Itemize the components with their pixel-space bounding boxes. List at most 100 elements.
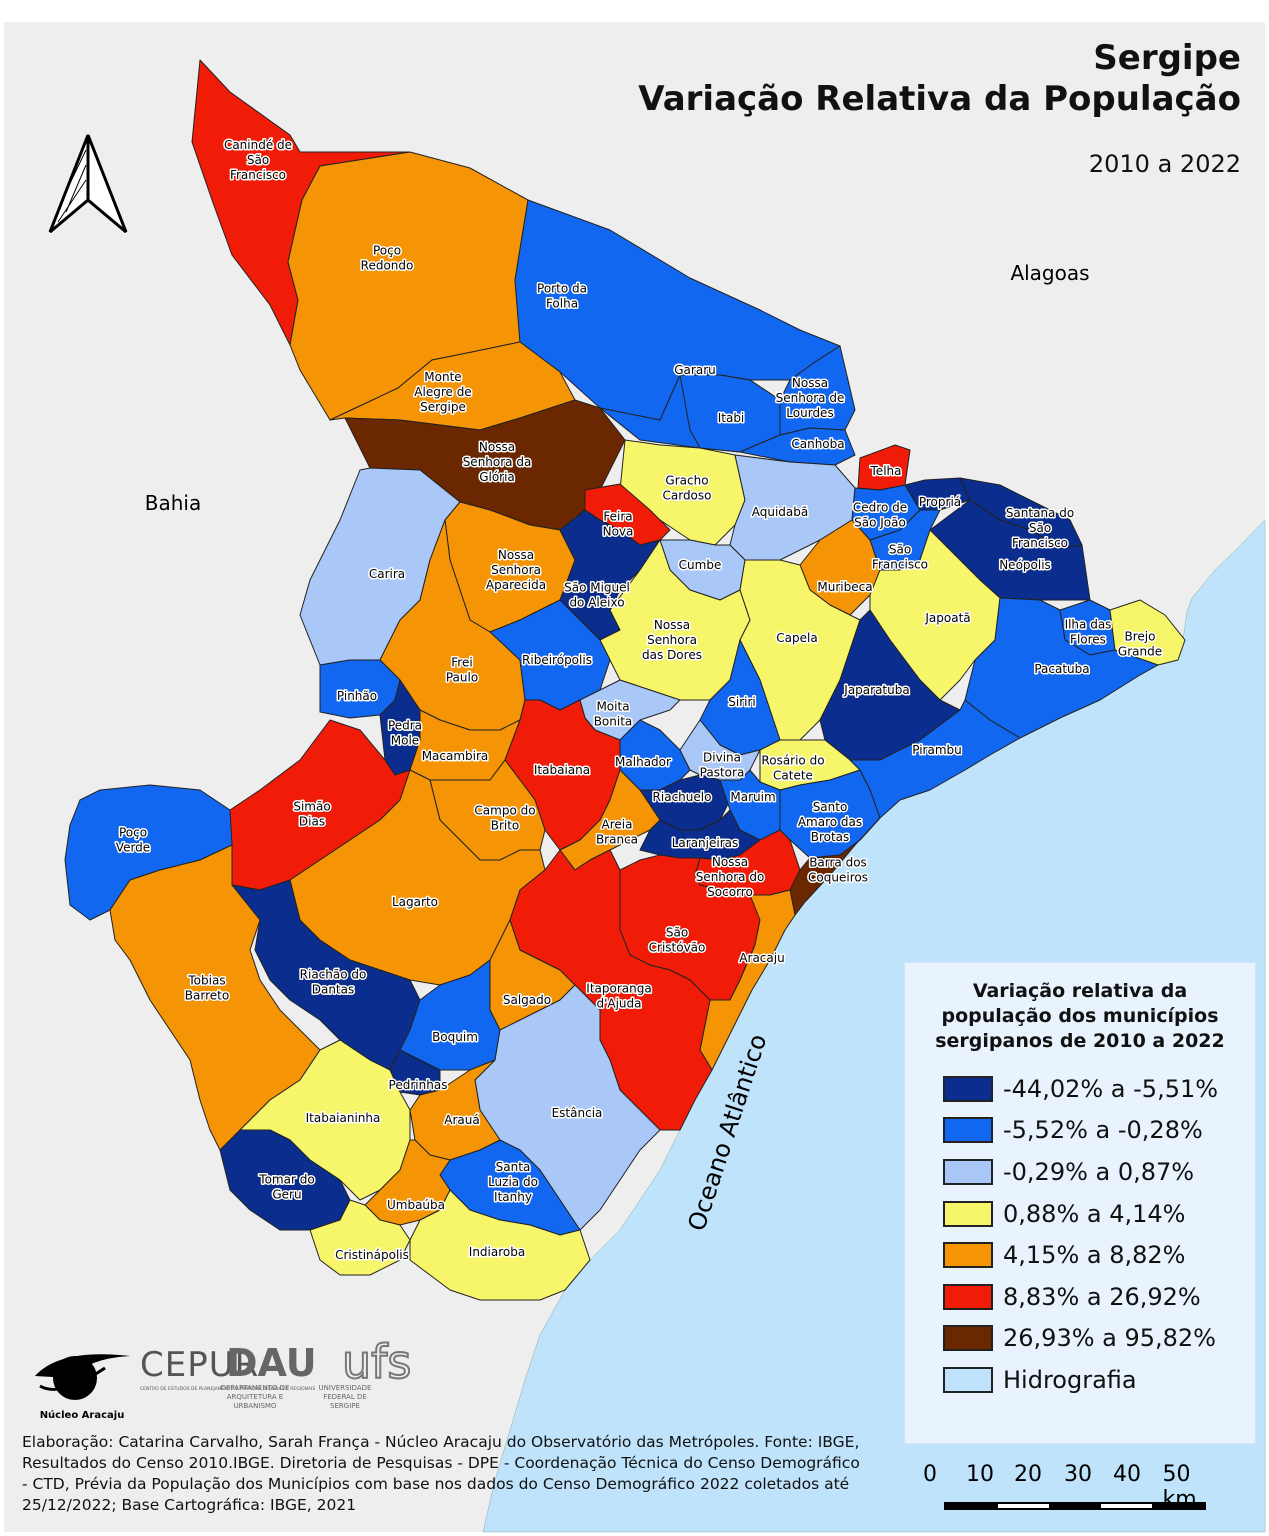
legend-label: Hidrografia: [1003, 1365, 1137, 1394]
municipality-label: Nossa Senhora de Lourdes: [776, 376, 845, 420]
legend-item: 4,15% a 8,82%: [905, 1234, 1255, 1276]
municipality-label: Poço Verde: [116, 826, 150, 855]
municipality-label: Pinhão: [337, 689, 377, 703]
municipality-label: Itabaiana: [534, 763, 590, 777]
municipality-label: Indiaroba: [469, 1245, 525, 1259]
municipality-label: Gracho Cardoso: [662, 474, 711, 503]
municipality-label: Barra dos Coqueiros: [808, 856, 868, 885]
municipality-label: Santa Luzia do Itanhy: [488, 1160, 538, 1204]
scale-label: 40: [1113, 1462, 1141, 1487]
municipality-label: Carira: [369, 567, 405, 581]
municipality-shape: [509, 849, 713, 1131]
municipality-label: Riachão do Dantas: [300, 968, 367, 997]
municipality-label: Canindé de São Francisco: [224, 138, 292, 182]
municipality-layer: [64, 59, 1186, 1301]
municipality-label: Nossa Senhora do Socorro: [696, 855, 765, 899]
municipality-label: Riachuelo: [653, 790, 712, 804]
municipality-label: Tobias Barreto: [185, 974, 229, 1003]
municipality-label: Boquim: [432, 1030, 478, 1044]
municipality-label: Tomar do Geru: [258, 1173, 314, 1202]
municipality-label: Monte Alegre de Sergipe: [414, 370, 471, 414]
municipality-label: Brejo Grande: [1118, 630, 1162, 659]
legend-item: 8,83% a 26,92%: [905, 1276, 1255, 1318]
municipality-label: Japaratuba: [843, 683, 909, 697]
municipality-label: Maruim: [730, 790, 775, 804]
credits-text: Elaboração: Catarina Carvalho, Sarah Fra…: [22, 1433, 860, 1514]
legend-swatch: [943, 1158, 993, 1185]
logo-strip: Núcleo Aracaju CEPUR CENTRO DE ESTUDOS D…: [35, 1334, 412, 1421]
municipality-label: Cristinápolis: [335, 1248, 409, 1262]
municipality-label: Arauá: [444, 1113, 479, 1127]
legend-label: -0,29% a 0,87%: [1003, 1157, 1195, 1186]
ufs-subtitle-line: UNIVERSIDADE: [319, 1384, 372, 1392]
legend-label: 0,88% a 4,14%: [1003, 1199, 1186, 1228]
municipality-shape: [739, 427, 856, 466]
municipality-label: Umbaúba: [387, 1198, 445, 1212]
municipality-shape: [389, 1049, 441, 1096]
legend-items: -44,02% a -5,51% -5,52% a -0,28% -0,29% a …: [905, 1068, 1255, 1401]
legend-label: -5,52% a -0,28%: [1003, 1116, 1203, 1145]
region-label-alagoas: Alagoas: [1010, 261, 1089, 285]
dau-subtitle-line: URBANISMO: [234, 1402, 277, 1410]
legend-item: 0,88% a 4,14%: [905, 1193, 1255, 1235]
legend-item: 26,93% a 95,82%: [905, 1318, 1255, 1360]
scale-labels: 0 10 20 30 40 50 km: [915, 1462, 1245, 1512]
municipality-label: Malhador: [615, 755, 671, 769]
legend-title-line: sergipanos de 2010 a 2022: [935, 1030, 1225, 1052]
municipality-label: Canhoba: [791, 437, 844, 451]
municipality-label: Divina Pastora: [700, 751, 745, 780]
municipality-label: Telha: [870, 464, 902, 478]
municipality-label: Gararu: [674, 363, 715, 377]
ufs-subtitle-line: SERGIPE: [330, 1402, 360, 1410]
legend-label: -44,02% a -5,51%: [1003, 1074, 1219, 1103]
municipality-label: Porto da Folha: [537, 282, 587, 311]
legend-title-line: Variação relativa da: [972, 980, 1188, 1002]
municipality-label: Japoatã: [924, 611, 970, 625]
municipality-label: Itabi: [718, 411, 745, 425]
legend-label: 8,83% a 26,92%: [1003, 1282, 1201, 1311]
municipality-label: Aquidabã: [752, 505, 809, 519]
municipality-label: Poço Redondo: [361, 244, 414, 273]
legend-swatch: [943, 1200, 993, 1227]
municipality-label: Lagarto: [392, 895, 438, 909]
municipality-label: Nossa Senhora das Dores: [642, 618, 702, 662]
municipality-label: Cumbe: [679, 558, 722, 572]
scale-label: 10: [966, 1462, 994, 1487]
logos: Núcleo Aracaju CEPUR CENTRO DE ESTUDOS D…: [30, 1334, 430, 1428]
municipality-label: São Cristóvão: [649, 926, 706, 955]
municipality-shape: [699, 889, 796, 1071]
map-title: Sergipe Variação Relativa da População: [638, 38, 1241, 120]
scale-bar-graphic: [944, 1502, 1206, 1510]
dau-subtitle-line: DEPARTAMENTO DE: [221, 1384, 290, 1392]
municipality-label: Rosário do Catete: [761, 754, 824, 783]
legend-swatch: [943, 1117, 993, 1144]
legend-item: -5,52% a -0,28%: [905, 1110, 1255, 1152]
municipality-label-layer: Canindé de São Francisco Poço Redondo Porto d…: [114, 137, 1163, 1264]
municipality-label: Pirambu: [912, 743, 962, 757]
municipality-label: Moita Bonita: [594, 700, 633, 729]
municipality-label: Siriri: [728, 695, 756, 709]
municipality-label: Campo do Brito: [474, 804, 535, 833]
municipality-label: Pedrinhas: [389, 1078, 448, 1092]
municipality-label: Ilha das Flores: [1065, 618, 1112, 647]
title-line1: Sergipe: [1093, 38, 1241, 78]
municipality-label: Pedra Mole: [388, 719, 422, 748]
legend-label: 26,93% a 95,82%: [1003, 1324, 1216, 1353]
legend-item: -0,29% a 0,87%: [905, 1151, 1255, 1193]
title-line2: Variação Relativa da População: [638, 79, 1241, 119]
dau-subtitle-line: ARQUITETURA E: [227, 1393, 283, 1401]
legend-item: -44,02% a -5,51%: [905, 1068, 1255, 1110]
municipality-label: Areia Branca: [596, 818, 638, 847]
nucleo-label: Núcleo Aracaju: [40, 1409, 125, 1421]
municipality-label: Salgado: [503, 993, 551, 1007]
municipality-label: Estância: [552, 1106, 603, 1120]
municipality-label: São Francisco: [872, 543, 928, 572]
north-arrow-icon: [48, 134, 128, 234]
municipality-label: Laranjeiras: [672, 836, 739, 850]
legend-label: 4,15% a 8,82%: [1003, 1241, 1186, 1270]
dau-logo-text: DAU: [226, 1341, 317, 1385]
legend-title-line: população dos municípios: [941, 1005, 1219, 1027]
legend-title: Variação relativa da população dos munic…: [905, 979, 1255, 1054]
ufs-logo-text: ufs: [342, 1338, 411, 1389]
municipality-shape: [789, 817, 881, 916]
